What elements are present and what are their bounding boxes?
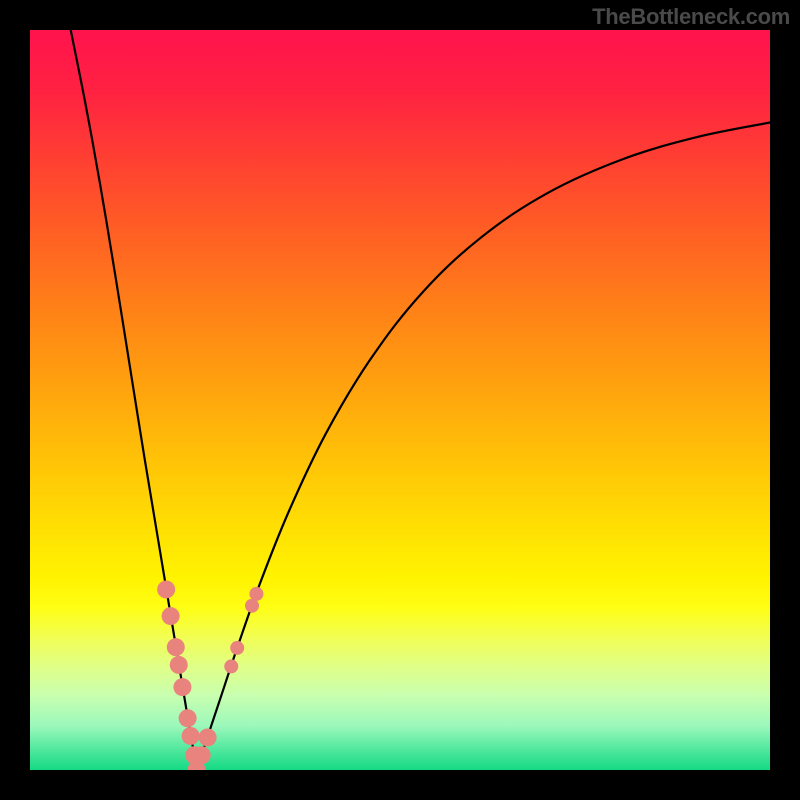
marker-point bbox=[199, 728, 217, 746]
marker-point bbox=[167, 638, 185, 656]
marker-point bbox=[249, 587, 263, 601]
marker-point bbox=[173, 678, 191, 696]
marker-point bbox=[157, 580, 175, 598]
marker-point bbox=[224, 659, 238, 673]
chart-root: TheBottleneck.com bbox=[0, 0, 800, 800]
gradient-background bbox=[30, 30, 770, 770]
marker-point bbox=[230, 641, 244, 655]
marker-point bbox=[170, 656, 188, 674]
watermark-text: TheBottleneck.com bbox=[592, 4, 790, 30]
marker-point bbox=[179, 709, 197, 727]
chart-svg bbox=[30, 30, 770, 770]
plot-area bbox=[30, 30, 770, 770]
marker-point bbox=[193, 746, 211, 764]
marker-point bbox=[162, 607, 180, 625]
marker-point bbox=[182, 727, 200, 745]
